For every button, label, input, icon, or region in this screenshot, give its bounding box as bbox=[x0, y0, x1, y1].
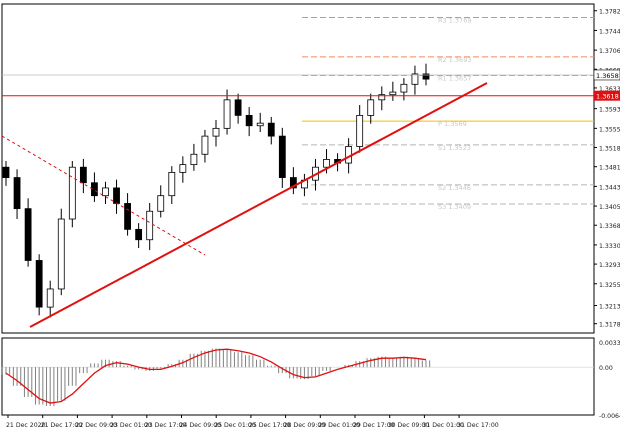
marked-price-label: 1.3618 bbox=[596, 93, 619, 101]
price-tick-label: 1.3443 bbox=[599, 184, 620, 191]
candle-body bbox=[79, 166, 87, 184]
candle-body bbox=[367, 99, 375, 116]
price-tick-label: 1.3593 bbox=[599, 107, 620, 114]
support-trendline bbox=[29, 82, 488, 328]
candle-body bbox=[157, 195, 165, 212]
candle-body bbox=[400, 83, 408, 93]
price-tick-label: 1.3368 bbox=[599, 223, 620, 230]
time-tick-label: 23 Dec 17:00 bbox=[145, 422, 187, 429]
time-tick-label: 31 Dec 01:00 bbox=[422, 422, 464, 429]
price-frame bbox=[1, 3, 595, 334]
marked-price-tag bbox=[594, 90, 620, 101]
candle-body bbox=[113, 187, 120, 204]
time-tick-label: 29 Dec 17:00 bbox=[353, 422, 395, 429]
candle-body bbox=[323, 159, 330, 168]
candle-body bbox=[91, 182, 98, 197]
level-label: S2 1.3446 bbox=[438, 184, 471, 192]
time-tick-label: 28 Dec 09:00 bbox=[284, 422, 326, 429]
price-tick-label: 1.3555 bbox=[599, 126, 620, 133]
candle-body bbox=[102, 187, 109, 197]
price-tick-label: 1.3213 bbox=[599, 304, 620, 311]
macd-tick-label: 0.00 bbox=[599, 365, 613, 372]
candle-body bbox=[35, 260, 43, 308]
candle-body bbox=[234, 99, 242, 116]
candle-body bbox=[68, 166, 76, 220]
level-label: R1 1.3657 bbox=[438, 74, 471, 82]
candle-body bbox=[278, 135, 286, 178]
candle-body bbox=[190, 153, 198, 166]
level-label: R3 1.3769 bbox=[438, 16, 471, 24]
candle-body bbox=[24, 208, 32, 261]
candle-body bbox=[124, 203, 131, 230]
price-tick-label: 1.3518 bbox=[599, 146, 620, 153]
time-tick-label: 24 Dec 09:00 bbox=[180, 422, 222, 429]
time-tick-label: 22 Dec 09:00 bbox=[75, 422, 117, 429]
candle-body bbox=[245, 114, 253, 127]
candle-body bbox=[168, 171, 176, 197]
candle-body bbox=[146, 210, 154, 241]
time-tick-label: 25 Dec 17:00 bbox=[249, 422, 291, 429]
time-tick-label: 23 Dec 01:00 bbox=[110, 422, 152, 429]
price-tick-label: 1.3744 bbox=[599, 28, 620, 35]
candle-body bbox=[57, 218, 65, 290]
candle-body bbox=[411, 73, 419, 85]
candle-body bbox=[422, 73, 430, 80]
time-tick-label: 30 Dec 09:00 bbox=[388, 422, 430, 429]
level-label: P 1.3569 bbox=[438, 120, 467, 128]
price-tick-label: 1.3633 bbox=[599, 86, 620, 93]
macd-panel: 0.00339 0.00 -0.00643 bbox=[1, 337, 620, 420]
price-tick-label: 1.3178 bbox=[599, 322, 620, 329]
candle-body bbox=[267, 122, 275, 137]
candle-body bbox=[179, 164, 187, 173]
candle-body bbox=[201, 135, 209, 155]
macd-frame bbox=[1, 337, 595, 416]
time-tick-label: 25 Dec 01:00 bbox=[214, 422, 256, 429]
level-label: S3 1.3409 bbox=[438, 203, 471, 211]
candle-body bbox=[289, 177, 297, 189]
current-price-tag bbox=[593, 69, 620, 81]
candle-body bbox=[356, 114, 364, 147]
candle-body bbox=[46, 288, 54, 308]
price-tick-label: 1.3481 bbox=[599, 165, 620, 172]
candle-body bbox=[378, 94, 386, 101]
price-tick-label: 1.3782 bbox=[599, 9, 620, 16]
price-tick-label: 1.3293 bbox=[599, 262, 620, 269]
candle-body bbox=[223, 99, 231, 129]
time-tick-label: 29 Dec 01:00 bbox=[318, 422, 360, 429]
macd-tick-label: 0.00339 bbox=[599, 340, 620, 347]
candle-body bbox=[135, 228, 143, 241]
candle-body bbox=[2, 166, 10, 178]
macd-tick-label: -0.00643 bbox=[599, 413, 620, 420]
candle-body bbox=[13, 177, 21, 210]
level-label: S1 1.3523 bbox=[438, 144, 471, 152]
price-panel: 1.37821.37441.37061.36691.36331.35931.35… bbox=[1, 3, 620, 334]
candle-body bbox=[256, 122, 264, 127]
time-tick-label: 21 Dec 2020 bbox=[6, 422, 46, 429]
price-tick-label: 1.3405 bbox=[599, 204, 620, 211]
candle-body bbox=[212, 127, 220, 137]
level-label: R2 1.3693 bbox=[438, 56, 471, 64]
price-tick-label: 1.3330 bbox=[599, 243, 620, 250]
price-tick-label: 1.3255 bbox=[599, 282, 620, 289]
time-tick-label: 21 Dec 17:00 bbox=[41, 422, 83, 429]
current-price-label: 1.3658 bbox=[596, 72, 619, 80]
price-tick-label: 1.3706 bbox=[599, 48, 620, 55]
time-tick-label: 31 Dec 17:00 bbox=[457, 422, 499, 429]
macd-signal-line bbox=[5, 348, 427, 404]
candle-body bbox=[389, 91, 397, 96]
